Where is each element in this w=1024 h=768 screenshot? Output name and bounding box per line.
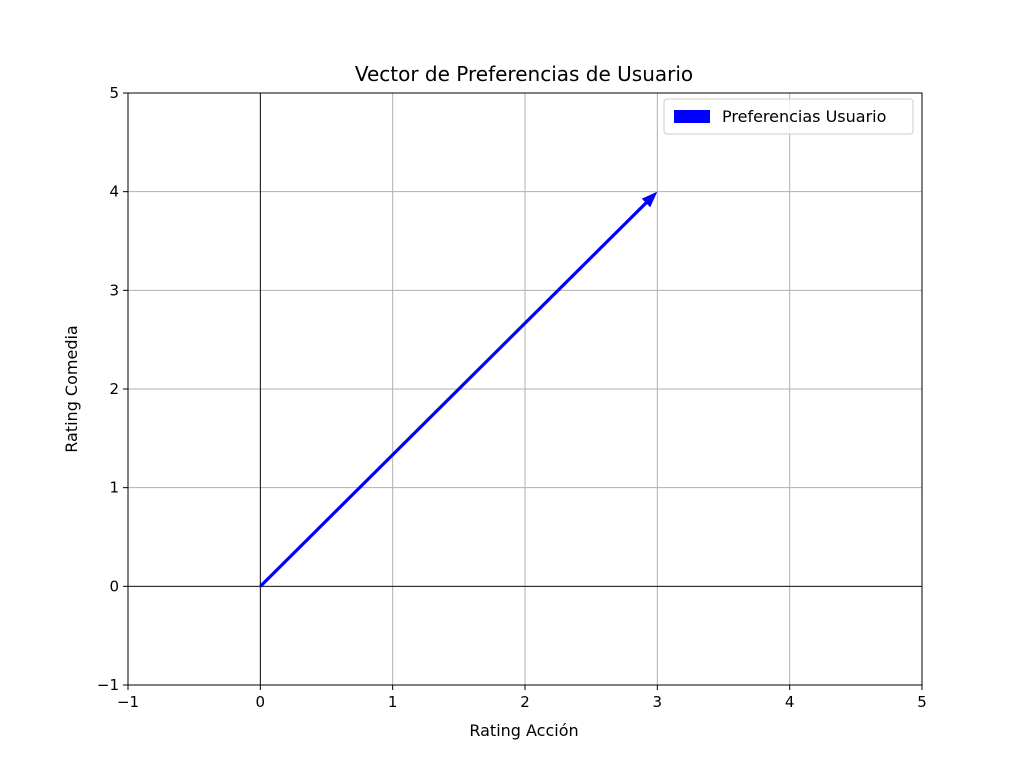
preference-vector-arrow (259, 191, 658, 588)
y-tick-label: 1 (109, 479, 119, 497)
y-tick-label: 3 (109, 281, 119, 299)
grid (127, 92, 923, 686)
x-tick-label: 5 (917, 693, 927, 711)
ticks: −1 0 1 2 3 4 5 −1 0 1 2 3 4 5 (97, 84, 927, 711)
x-tick-label: −1 (117, 693, 139, 711)
legend-entry-label: Preferencias Usuario (722, 107, 886, 126)
y-tick-label: 2 (109, 380, 119, 398)
x-tick-label: 2 (520, 693, 530, 711)
legend: Preferencias Usuario (663, 98, 914, 135)
vector-layer (259, 191, 658, 588)
y-tick-label: 4 (109, 183, 119, 201)
x-tick-label: 0 (256, 693, 266, 711)
chart-title: Vector de Preferencias de Usuario (355, 62, 693, 86)
x-tick-label: 4 (785, 693, 795, 711)
y-axis-label: Rating Comedia (62, 325, 81, 452)
y-tick-label: 0 (109, 577, 119, 595)
x-tick-label: 1 (388, 693, 398, 711)
y-tick-label: −1 (97, 676, 119, 694)
x-tick-label: 3 (653, 693, 663, 711)
legend-swatch (674, 110, 710, 123)
legend-frame (663, 98, 914, 135)
y-tick-label: 5 (109, 84, 119, 102)
x-axis-label: Rating Acción (469, 721, 578, 740)
